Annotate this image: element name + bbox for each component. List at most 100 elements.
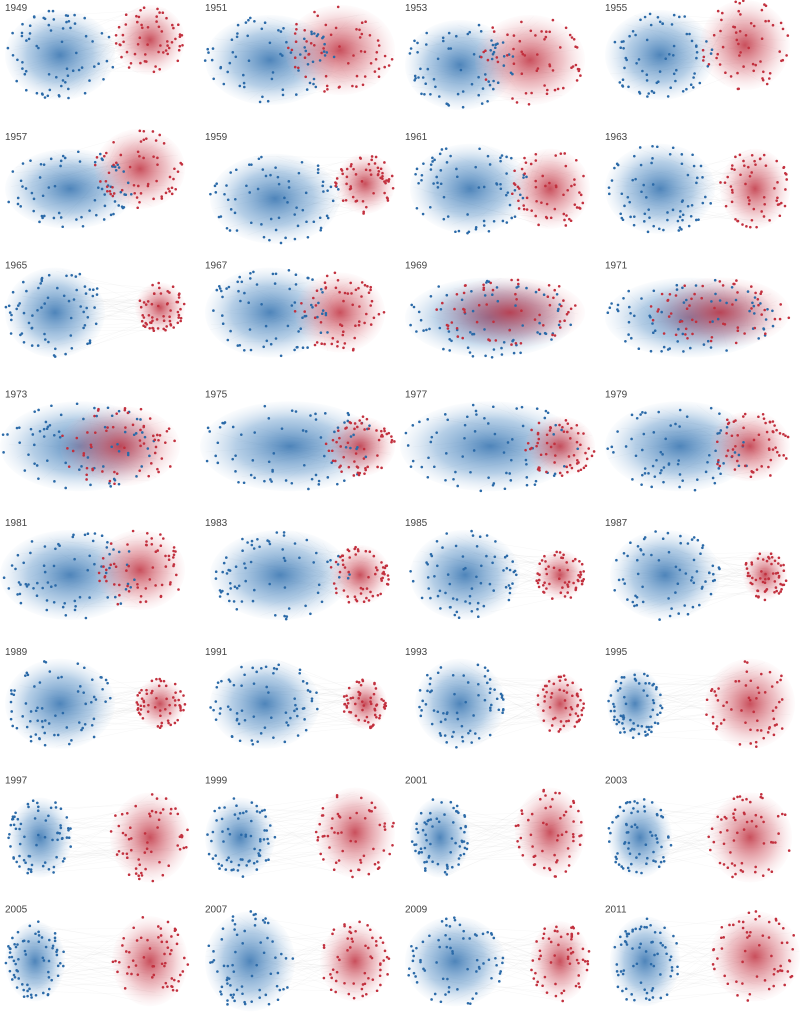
- blue-node: [628, 34, 631, 38]
- blue-node: [281, 548, 284, 551]
- red-node: [651, 318, 655, 322]
- red-node: [154, 65, 157, 68]
- blue-node: [258, 545, 261, 549]
- blue-node: [439, 308, 443, 311]
- blue-node: [343, 479, 346, 482]
- blue-node: [651, 183, 655, 186]
- blue-node: [486, 681, 489, 685]
- red-node: [557, 675, 561, 679]
- blue-node: [442, 347, 445, 351]
- red-node: [563, 699, 567, 702]
- red-node: [167, 187, 170, 191]
- red-node: [176, 844, 179, 847]
- blue-node: [314, 85, 318, 89]
- red-node: [773, 424, 776, 427]
- red-node: [568, 217, 571, 221]
- red-node: [146, 300, 150, 303]
- red-node: [178, 44, 182, 48]
- blue-node: [459, 826, 463, 830]
- red-node: [707, 835, 710, 839]
- blue-node: [64, 461, 67, 465]
- red-node: [381, 171, 384, 175]
- red-node: [566, 585, 570, 588]
- red-node: [774, 446, 777, 449]
- blue-node: [47, 722, 51, 725]
- blue-node: [662, 480, 665, 484]
- red-node: [162, 315, 165, 318]
- red-node: [744, 464, 747, 468]
- red-node: [146, 710, 150, 713]
- red-node: [387, 431, 391, 435]
- blue-node: [676, 582, 680, 585]
- blue-node: [557, 307, 560, 311]
- blue-node: [681, 218, 684, 222]
- red-node: [754, 870, 757, 874]
- year-label: 1963: [605, 132, 628, 143]
- red-node: [569, 437, 572, 440]
- blue-node: [32, 15, 36, 18]
- red-node: [455, 327, 459, 330]
- red-node: [147, 703, 150, 707]
- red-node: [340, 554, 344, 557]
- blue-node: [233, 585, 237, 588]
- red-node: [376, 172, 380, 176]
- blue-node: [42, 564, 46, 567]
- red-node: [762, 417, 766, 420]
- blue-node: [92, 288, 95, 291]
- blue-node: [492, 589, 495, 592]
- red-node: [343, 702, 347, 706]
- blue-node: [651, 464, 655, 468]
- blue-node: [58, 435, 62, 439]
- blue-node: [507, 584, 511, 587]
- red-node: [565, 214, 568, 217]
- red-node: [702, 55, 706, 59]
- red-node: [522, 204, 525, 207]
- red-node: [548, 429, 552, 432]
- blue-node: [472, 332, 476, 336]
- blue-node: [640, 297, 643, 300]
- blue-node: [272, 452, 276, 455]
- blue-node: [43, 332, 46, 336]
- blue-node: [613, 705, 616, 708]
- blue-node: [686, 204, 690, 208]
- blue-node: [678, 408, 682, 412]
- blue-node: [35, 91, 39, 95]
- blue-node: [135, 475, 138, 478]
- blue-node: [420, 596, 424, 600]
- red-node: [778, 454, 781, 457]
- blue-node: [525, 483, 529, 487]
- red-node: [312, 296, 315, 300]
- blue-node: [282, 534, 286, 537]
- red-node: [782, 165, 786, 169]
- blue-node: [73, 557, 76, 561]
- blue-node: [494, 43, 498, 46]
- red-node: [564, 870, 568, 873]
- red-node: [576, 703, 580, 707]
- red-node: [345, 182, 348, 186]
- blue-node: [58, 544, 61, 547]
- blue-node: [494, 46, 497, 49]
- red-node: [736, 831, 739, 835]
- blue-node: [248, 163, 251, 166]
- red-node: [524, 161, 528, 164]
- red-node: [535, 69, 539, 72]
- red-node: [168, 319, 172, 323]
- red-node: [567, 455, 571, 458]
- red-node: [377, 170, 381, 173]
- red-node: [156, 549, 159, 552]
- red-node: [773, 317, 777, 321]
- blue-node: [251, 459, 255, 462]
- blue-node: [613, 589, 616, 592]
- blue-node: [70, 739, 73, 742]
- blue-node: [503, 555, 507, 559]
- blue-node: [234, 470, 237, 473]
- blue-node: [471, 403, 475, 407]
- red-node: [484, 78, 488, 81]
- red-node: [136, 20, 139, 24]
- red-node: [529, 162, 533, 166]
- blue-node: [667, 835, 670, 838]
- red-node: [748, 174, 752, 178]
- blue-node: [215, 288, 219, 292]
- blue-node: [626, 831, 630, 834]
- red-node: [138, 299, 142, 302]
